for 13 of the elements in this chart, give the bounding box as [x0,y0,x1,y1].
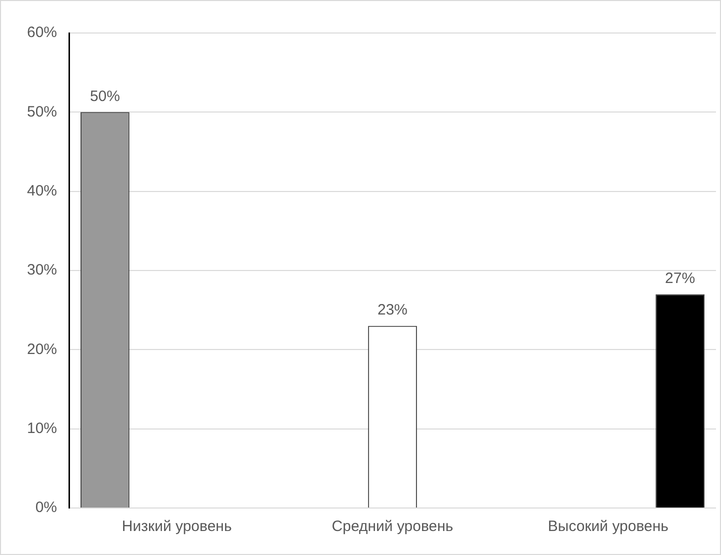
x-tick-label: Высокий уровень [548,518,669,536]
text: 27% [665,270,696,287]
y-tick-label: 60% [26,24,58,42]
y-tick-label: 20% [26,340,58,358]
y-tick-label: 50% [26,103,58,120]
x-tick-label: Низкий уровень [122,518,232,536]
text: 23% [377,302,408,319]
y-tick-label: 0% [35,499,58,516]
y-tick-label: 30% [26,262,58,279]
y-tick-label: 40% [26,182,58,200]
y-tick-label: 10% [26,420,58,437]
x-tick-label: Средний уровень [332,518,454,536]
text: 50% [90,88,120,105]
